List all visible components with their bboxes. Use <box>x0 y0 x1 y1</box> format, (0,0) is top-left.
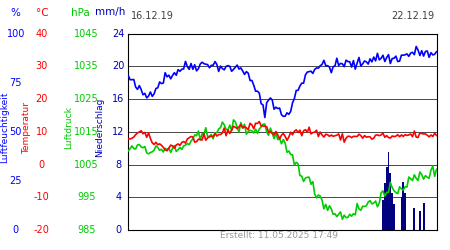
Text: Temperatur: Temperatur <box>22 102 32 154</box>
Text: 22.12.19: 22.12.19 <box>391 11 434 21</box>
Text: 50: 50 <box>9 127 22 137</box>
Bar <box>389 172 392 230</box>
Bar <box>419 210 421 230</box>
Bar <box>414 208 415 230</box>
Text: 10: 10 <box>36 127 48 137</box>
Text: 40: 40 <box>36 29 48 39</box>
Text: 1035: 1035 <box>74 62 99 72</box>
Text: hPa: hPa <box>71 8 90 18</box>
Bar <box>423 204 424 230</box>
Bar <box>382 200 384 230</box>
Text: Niederschlag: Niederschlag <box>95 98 104 157</box>
Bar <box>386 167 387 230</box>
Text: 16.12.19: 16.12.19 <box>130 11 173 21</box>
Text: 8: 8 <box>115 160 122 170</box>
Text: 995: 995 <box>77 192 96 202</box>
Text: 20: 20 <box>112 62 125 72</box>
Text: 100: 100 <box>7 29 25 39</box>
Text: °C: °C <box>36 8 48 18</box>
Text: 1005: 1005 <box>74 160 99 170</box>
Text: Erstellt: 11.05.2025 17:49: Erstellt: 11.05.2025 17:49 <box>220 231 338 240</box>
Bar <box>402 182 404 230</box>
Text: 75: 75 <box>9 78 22 88</box>
Bar <box>393 204 395 230</box>
Text: 24: 24 <box>112 29 125 39</box>
Bar <box>404 193 406 230</box>
Text: 4: 4 <box>115 192 122 202</box>
Text: 25: 25 <box>9 176 22 186</box>
Bar <box>387 152 389 230</box>
Text: 0: 0 <box>39 160 45 170</box>
Text: 0: 0 <box>13 225 19 235</box>
Text: 1025: 1025 <box>74 94 99 104</box>
Text: %: % <box>11 8 21 18</box>
Text: 30: 30 <box>36 62 48 72</box>
Text: -20: -20 <box>34 225 50 235</box>
Bar <box>392 192 393 230</box>
Text: 1015: 1015 <box>74 127 99 137</box>
Text: 16: 16 <box>112 94 125 104</box>
Text: 985: 985 <box>77 225 96 235</box>
Bar <box>384 183 386 230</box>
Text: Luftfeuchtigkeit: Luftfeuchtigkeit <box>0 92 9 163</box>
Text: 0: 0 <box>115 225 122 235</box>
Text: 20: 20 <box>36 94 48 104</box>
Text: 1045: 1045 <box>74 29 99 39</box>
Text: mm/h: mm/h <box>95 8 126 18</box>
Text: 12: 12 <box>112 127 125 137</box>
Text: -10: -10 <box>34 192 50 202</box>
Text: Luftdruck: Luftdruck <box>64 106 73 149</box>
Bar <box>400 198 402 230</box>
